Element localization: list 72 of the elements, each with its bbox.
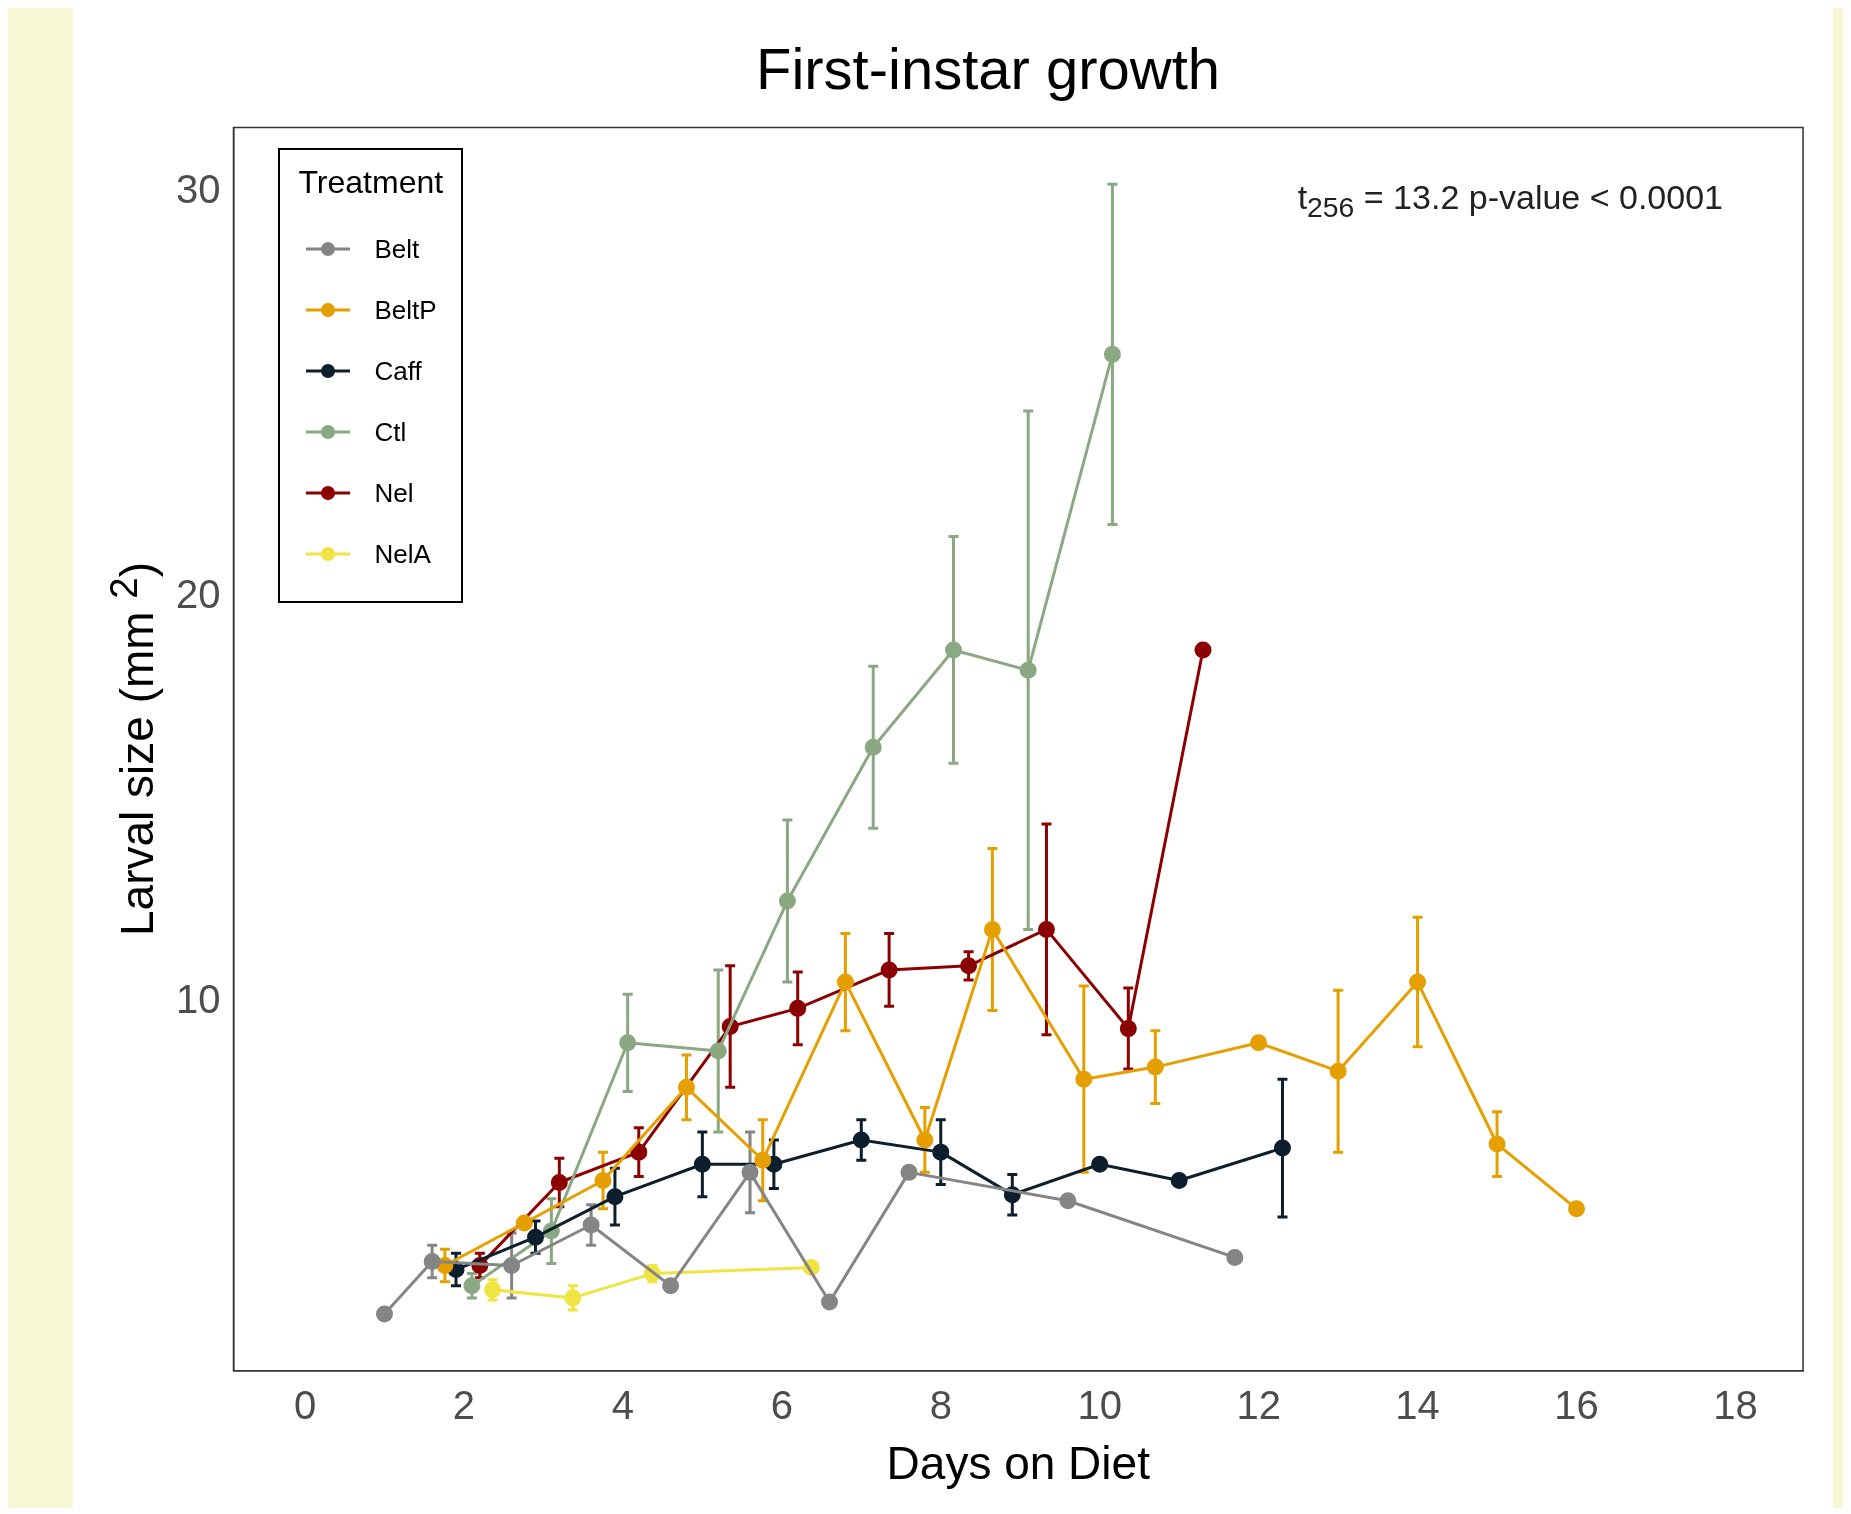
point — [1091, 1155, 1109, 1173]
x-tick-label: 10 — [1077, 1382, 1122, 1427]
point — [778, 892, 796, 910]
x-tick-label: 12 — [1236, 1382, 1281, 1427]
chart-title: First-instar growth — [755, 35, 1221, 101]
point — [852, 1131, 870, 1149]
point — [375, 1305, 393, 1323]
x-tick-label: 14 — [1395, 1382, 1440, 1427]
point — [1119, 1020, 1137, 1038]
x-tick-label: 6 — [770, 1382, 793, 1427]
point — [564, 1289, 582, 1307]
point — [1194, 641, 1212, 659]
point — [503, 1257, 521, 1275]
point — [619, 1034, 637, 1052]
point — [1146, 1058, 1164, 1076]
x-tick-label: 16 — [1554, 1382, 1599, 1427]
annotation: t$_{256}$ = 13.2 p-value < 0.0001 — [1297, 178, 1723, 224]
point — [900, 1163, 918, 1181]
point — [550, 1174, 568, 1191]
point — [1273, 1139, 1291, 1157]
point — [864, 738, 882, 756]
point — [1488, 1135, 1506, 1153]
point — [606, 1188, 624, 1206]
x-tick-label: 0 — [293, 1382, 317, 1427]
point — [1019, 661, 1037, 679]
point — [741, 1163, 759, 1181]
point — [1075, 1070, 1093, 1088]
point — [526, 1228, 544, 1246]
point — [1329, 1062, 1347, 1080]
point — [463, 1277, 481, 1295]
x-tick-label: 18 — [1713, 1382, 1758, 1427]
point — [1059, 1192, 1077, 1210]
y-tick-label: 20 — [175, 572, 221, 617]
point — [582, 1216, 600, 1234]
point — [709, 1042, 727, 1060]
point — [821, 1293, 839, 1311]
x-tick-label: 8 — [929, 1382, 952, 1427]
point — [916, 1131, 934, 1149]
legend-label: Belt — [374, 233, 420, 265]
point — [693, 1155, 711, 1173]
point — [1226, 1248, 1244, 1266]
point — [960, 957, 978, 975]
point — [594, 1171, 612, 1189]
point — [662, 1277, 680, 1295]
legend-label: Ctl — [374, 416, 407, 448]
point — [983, 920, 1001, 938]
point — [1037, 920, 1055, 938]
point — [1170, 1171, 1188, 1189]
y-tick-label: 30 — [175, 167, 221, 212]
point — [515, 1214, 533, 1232]
legend-title: Treatment — [298, 163, 444, 201]
legend-label: Nel — [374, 477, 414, 509]
y-tick-label: 10 — [175, 977, 221, 1022]
point — [880, 961, 898, 979]
legend-label: Caff — [374, 355, 422, 387]
point — [944, 641, 962, 659]
point — [932, 1143, 950, 1161]
point — [677, 1078, 695, 1096]
x-tick-label: 2 — [452, 1382, 476, 1427]
point — [836, 973, 854, 991]
point — [754, 1151, 772, 1169]
point — [1568, 1200, 1586, 1218]
x-tick-label: 4 — [611, 1382, 635, 1427]
point — [630, 1143, 648, 1161]
point — [423, 1252, 441, 1270]
x-axis-title: Days on Diet — [886, 1437, 1151, 1490]
point — [1103, 345, 1121, 363]
legend-label: NelA — [374, 538, 431, 570]
point — [789, 999, 807, 1017]
legend-label: BeltP — [374, 294, 437, 326]
point — [1409, 973, 1427, 991]
point — [1250, 1034, 1268, 1052]
